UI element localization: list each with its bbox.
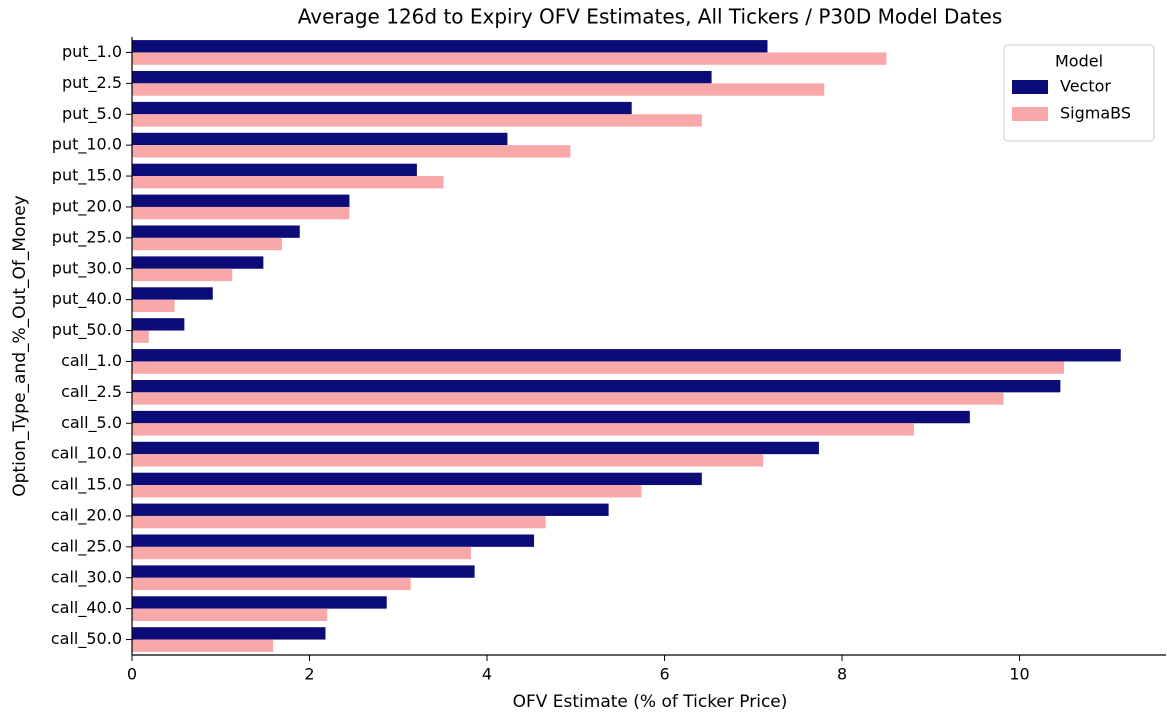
bar	[132, 534, 535, 547]
x-tick-label: 8	[837, 665, 847, 684]
y-tick-label: call_50.0	[51, 629, 122, 649]
x-tick-label: 0	[127, 665, 137, 684]
x-tick-label: 6	[659, 665, 669, 684]
bar	[132, 40, 768, 53]
bar	[132, 225, 300, 238]
y-tick-label: put_10.0	[52, 135, 122, 155]
bar	[132, 52, 887, 65]
bar	[132, 349, 1121, 362]
bar	[132, 454, 764, 467]
y-tick-label: put_40.0	[52, 289, 122, 309]
chart-title: Average 126d to Expiry OFV Estimates, Al…	[298, 5, 1003, 29]
bar	[132, 318, 185, 331]
y-tick-label: call_10.0	[51, 444, 122, 464]
bar	[132, 70, 712, 84]
bar	[132, 379, 1061, 393]
y-tick-label: call_15.0	[51, 475, 122, 495]
bar	[132, 268, 233, 282]
bar	[132, 441, 819, 455]
legend-label: Vector	[1060, 77, 1111, 96]
bar	[132, 515, 546, 529]
y-tick-label: put_30.0	[52, 258, 122, 278]
bar	[132, 392, 1004, 405]
x-axis-label: OFV Estimate (% of Ticker Price)	[513, 692, 788, 712]
bar	[132, 132, 508, 146]
bar	[132, 608, 328, 622]
bar	[132, 627, 326, 640]
y-tick-label: put_15.0	[52, 166, 122, 186]
bar	[132, 330, 149, 343]
bar	[132, 114, 702, 127]
bar	[132, 577, 411, 591]
bar	[132, 256, 264, 269]
bar	[132, 546, 472, 560]
x-tick-label: 10	[1009, 665, 1029, 684]
bar	[132, 503, 609, 516]
legend-label: SigmaBS	[1060, 104, 1131, 123]
legend-title: Model	[1055, 52, 1103, 71]
y-tick-label: put_20.0	[52, 196, 122, 216]
bar	[132, 83, 825, 96]
bar	[132, 485, 642, 498]
bar	[132, 361, 1064, 374]
bar	[132, 299, 175, 313]
bar	[132, 237, 282, 251]
y-axis-label: Option_Type_and_%_Out_Of_Money	[10, 195, 30, 496]
y-tick-label: call_30.0	[51, 567, 122, 587]
bar	[132, 176, 444, 189]
bar	[132, 101, 632, 115]
bar	[132, 410, 970, 424]
y-tick-label: call_2.5	[61, 382, 122, 402]
bar	[132, 163, 417, 177]
bar	[132, 423, 914, 436]
x-tick-label: 2	[304, 665, 314, 684]
y-tick-label: put_5.0	[62, 104, 122, 124]
y-tick-label: put_2.5	[62, 73, 122, 93]
bar	[132, 596, 387, 609]
y-tick-label: put_1.0	[62, 42, 122, 62]
bar	[132, 145, 571, 158]
y-tick-label: call_25.0	[51, 536, 122, 556]
legend-swatch	[1012, 80, 1048, 94]
bar	[132, 287, 213, 300]
bar	[132, 194, 350, 207]
bar	[132, 565, 475, 578]
bar	[132, 472, 702, 486]
y-tick-label: put_50.0	[52, 320, 122, 340]
y-tick-label: call_20.0	[51, 505, 122, 525]
bar	[132, 206, 350, 220]
y-tick-label: call_1.0	[61, 351, 122, 371]
bar	[132, 639, 274, 652]
y-tick-label: call_40.0	[51, 598, 122, 618]
legend-swatch	[1012, 107, 1048, 121]
y-tick-label: put_25.0	[52, 227, 122, 247]
x-tick-label: 4	[482, 665, 492, 684]
y-tick-label: call_5.0	[61, 413, 122, 433]
